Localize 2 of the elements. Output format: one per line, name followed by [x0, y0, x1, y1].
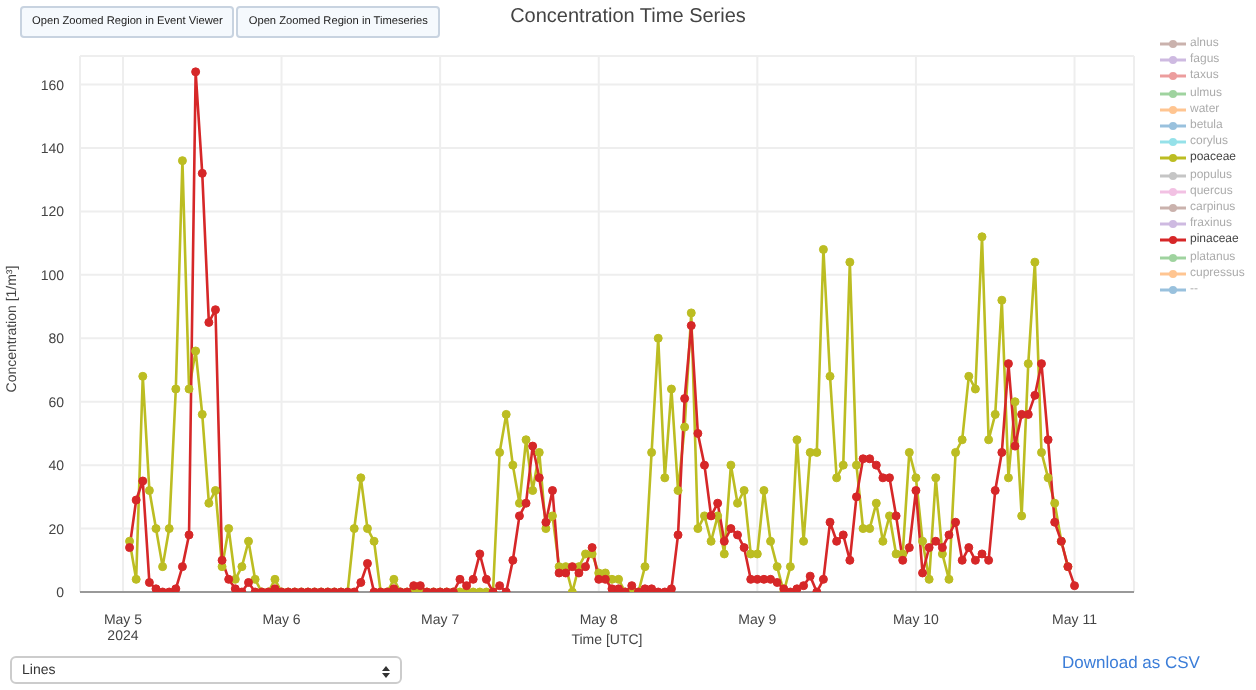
chart-title: Concentration Time Series: [510, 6, 746, 28]
text: Download as CSV: [1062, 652, 1200, 672]
